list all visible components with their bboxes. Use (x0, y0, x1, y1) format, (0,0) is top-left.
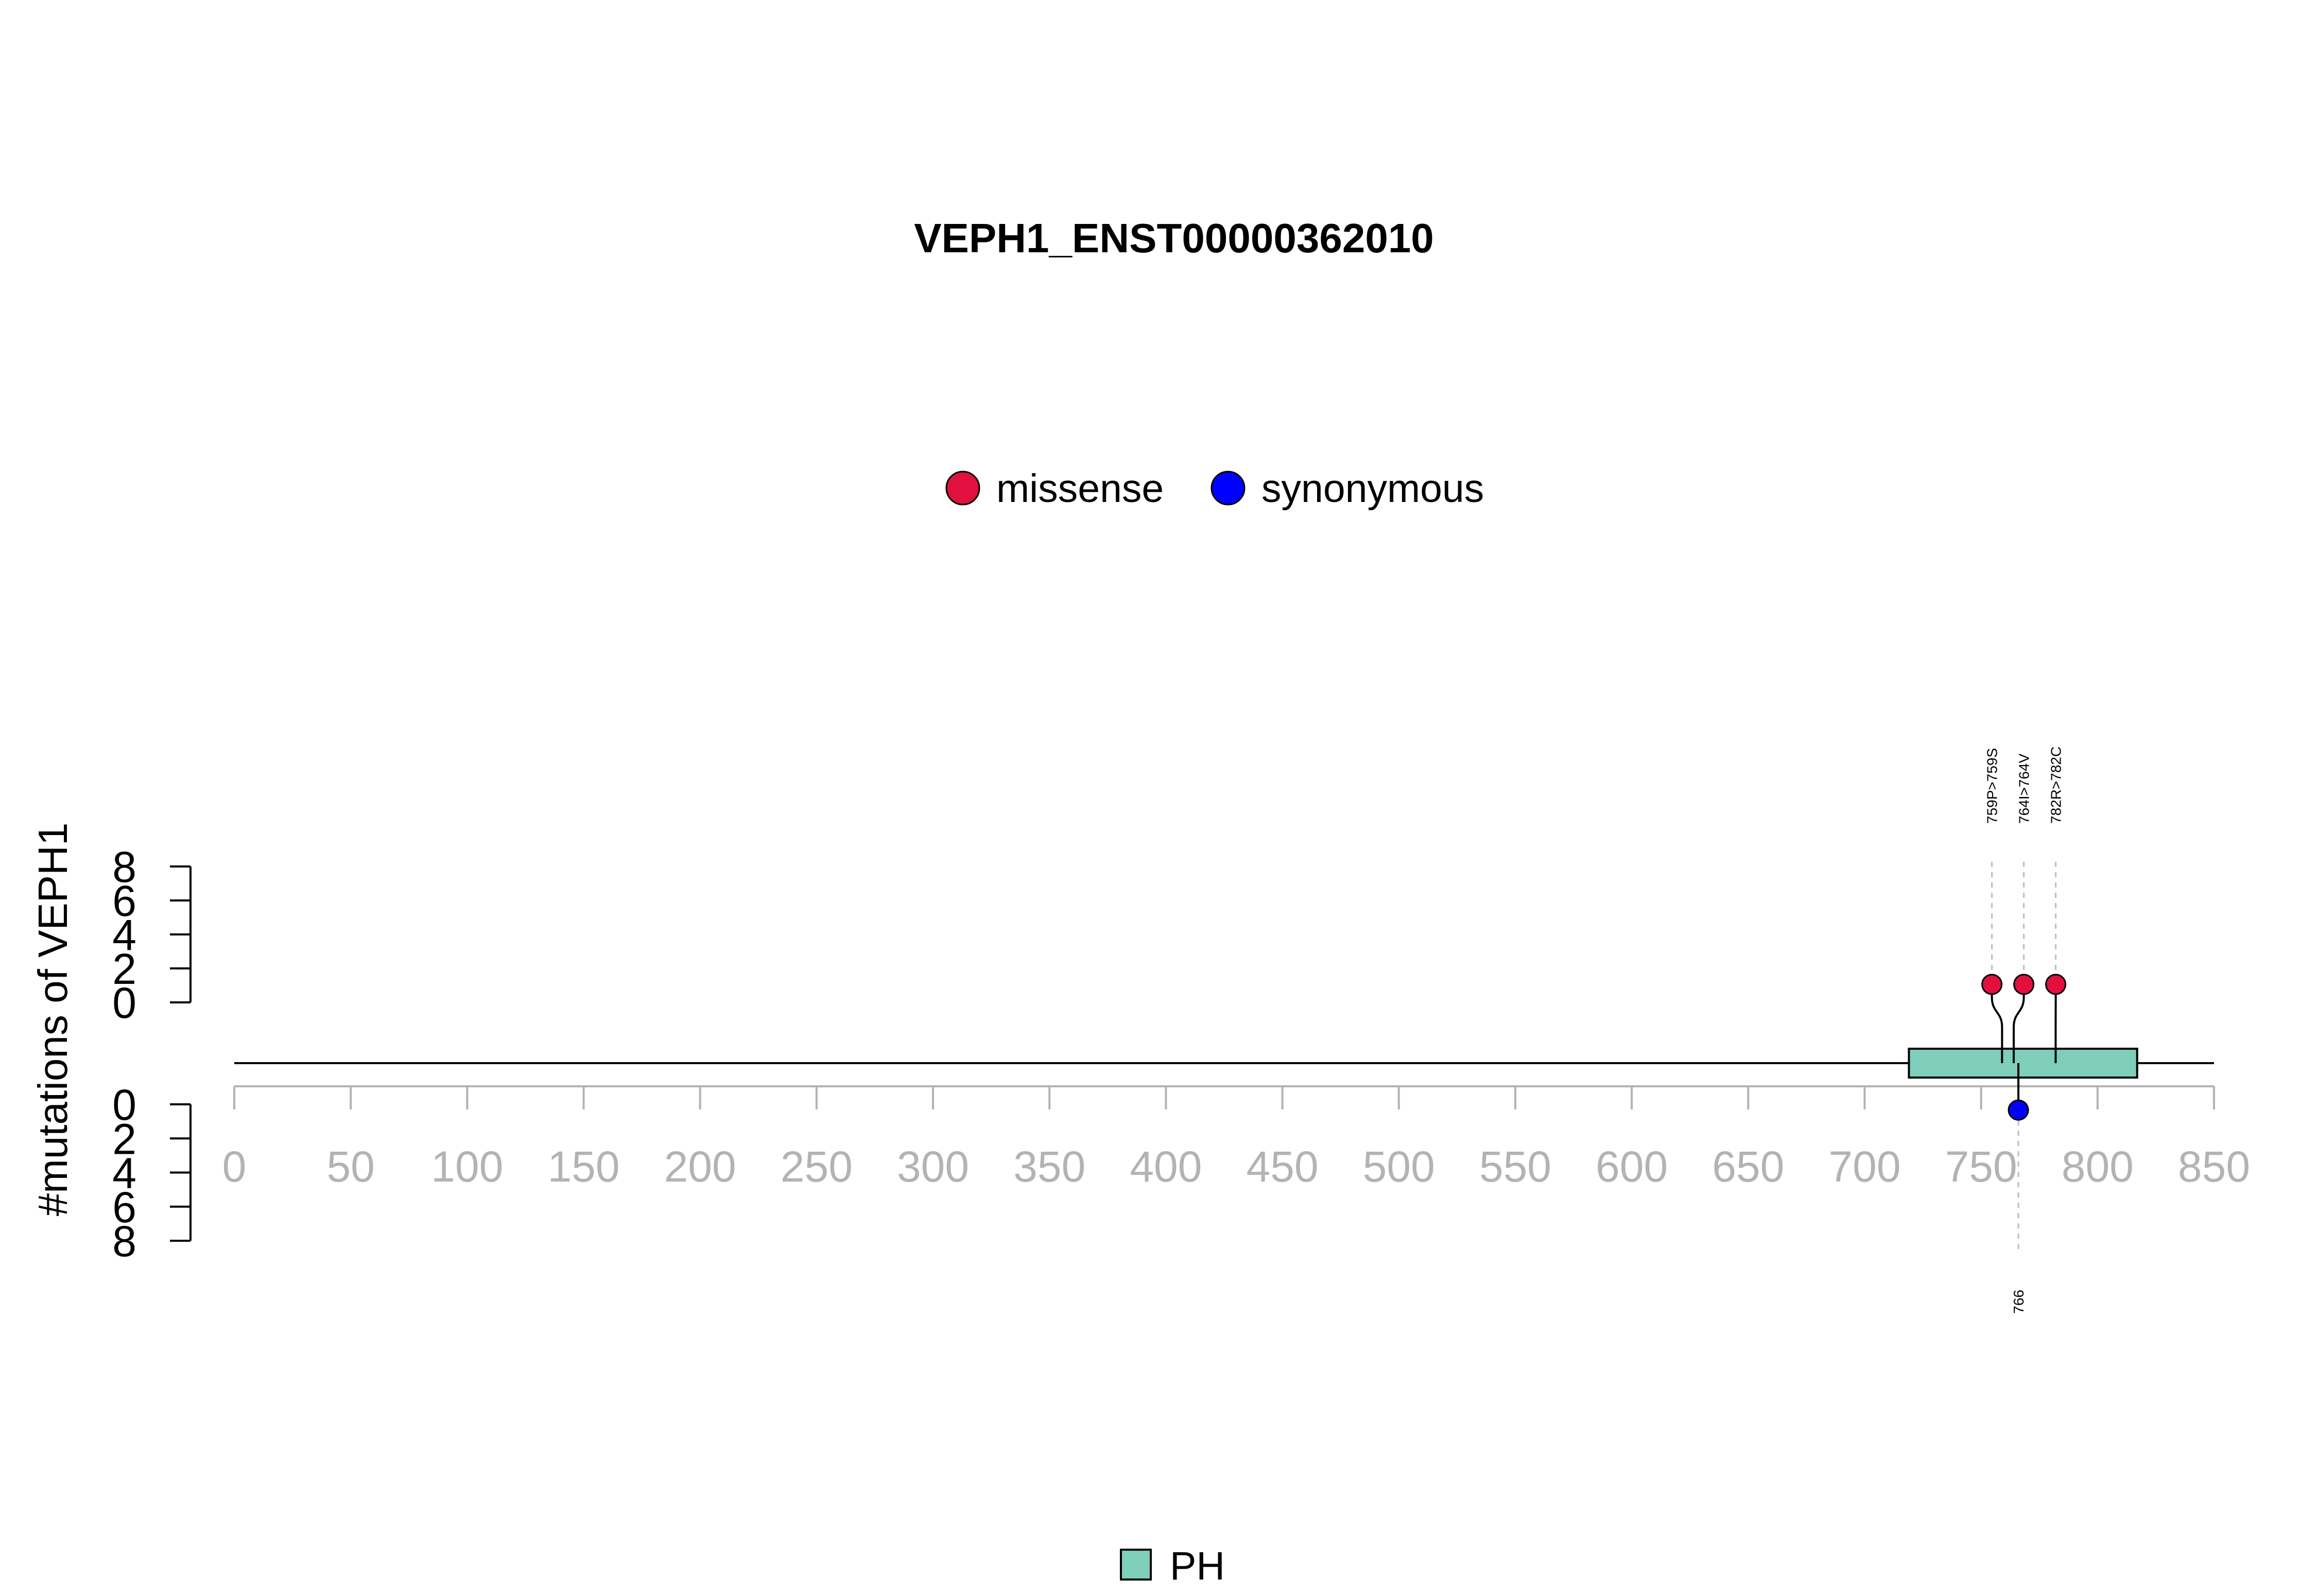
x-axis: 0 50 100 150 200 250 300 350 400 450 500 550 600 650 7… (222, 1085, 2250, 1191)
legend-marker-missense (945, 471, 980, 506)
x-tick-label-800: 800 (2062, 1142, 2134, 1191)
x-tick-label-750: 750 (1945, 1142, 2017, 1191)
x-tick-label-400: 400 (1130, 1142, 1202, 1191)
mutation-head-lower-766 (2008, 1099, 2029, 1121)
y-tick-label-upper-8: 8 (112, 843, 136, 891)
x-tick-label-550: 550 (1479, 1142, 1551, 1191)
mutation-stem-764 (2012, 984, 2025, 1063)
mutation-head-764 (2013, 974, 2035, 995)
domain-legend-label-PH: PH (1170, 1544, 1225, 1588)
x-tick-label-650: 650 (1712, 1142, 1784, 1191)
x-tick-label-0: 0 (222, 1142, 247, 1191)
legend-label-missense: missense (996, 466, 1164, 511)
x-tick-label-600: 600 (1596, 1142, 1668, 1191)
y-tick-label-lower-2: 2 (112, 1115, 136, 1163)
x-tick-label-450: 450 (1247, 1142, 1319, 1191)
x-tick-label-500: 500 (1363, 1142, 1435, 1191)
y-tick-label-upper-6: 6 (112, 877, 136, 925)
domain-PH (1908, 1048, 2138, 1079)
domain-legend: PH (1120, 1544, 1225, 1588)
x-tick-label-850: 850 (2178, 1142, 2250, 1191)
x-tick-label-150: 150 (547, 1142, 619, 1191)
y-tick-label-upper-0: 0 (112, 979, 136, 1027)
x-tick-label-350: 350 (1013, 1142, 1085, 1191)
y-tick-label-lower-6: 6 (112, 1183, 136, 1231)
domain-legend-swatch-PH (1120, 1549, 1152, 1581)
x-tick-label-100: 100 (431, 1142, 503, 1191)
x-tick-label-50: 50 (326, 1142, 374, 1191)
mutation-head-782 (2045, 974, 2067, 995)
mutation-label-759: 759P>759S (1984, 748, 2000, 824)
x-tick-label-700: 700 (1828, 1142, 1900, 1191)
y-tick-label-upper-4: 4 (112, 911, 136, 959)
x-tick-label-300: 300 (897, 1142, 969, 1191)
legend-label-synonymous: synonymous (1261, 466, 1484, 511)
mutations: 759P>759S 764I>764V 782R>782C 766 (1981, 747, 2067, 1314)
mutation-label-782: 782R>782C (2048, 747, 2064, 824)
y-tick-label-lower-8: 8 (112, 1217, 136, 1265)
mutation-stem-759 (1991, 984, 2003, 1063)
y-tick-label-lower-4: 4 (112, 1149, 136, 1198)
y-tick-label-upper-2: 2 (112, 945, 136, 993)
legend: missense synonymous (945, 466, 1484, 511)
domains (1908, 1048, 2138, 1079)
mutation-label-lower-766: 766 (2011, 1290, 2027, 1314)
mutation-head-759 (1981, 974, 2003, 995)
y-axis-label: #mutations of VEPH1 (30, 823, 76, 1217)
y-tick-label-lower-0: 0 (112, 1081, 136, 1129)
chart-title: VEPH1_ENST00000362010 (914, 215, 1434, 261)
x-tick-label-200: 200 (664, 1142, 736, 1191)
mutation-label-764: 764I>764V (2016, 753, 2032, 824)
x-tick-label-250: 250 (781, 1142, 853, 1191)
legend-marker-synonymous (1211, 471, 1246, 506)
